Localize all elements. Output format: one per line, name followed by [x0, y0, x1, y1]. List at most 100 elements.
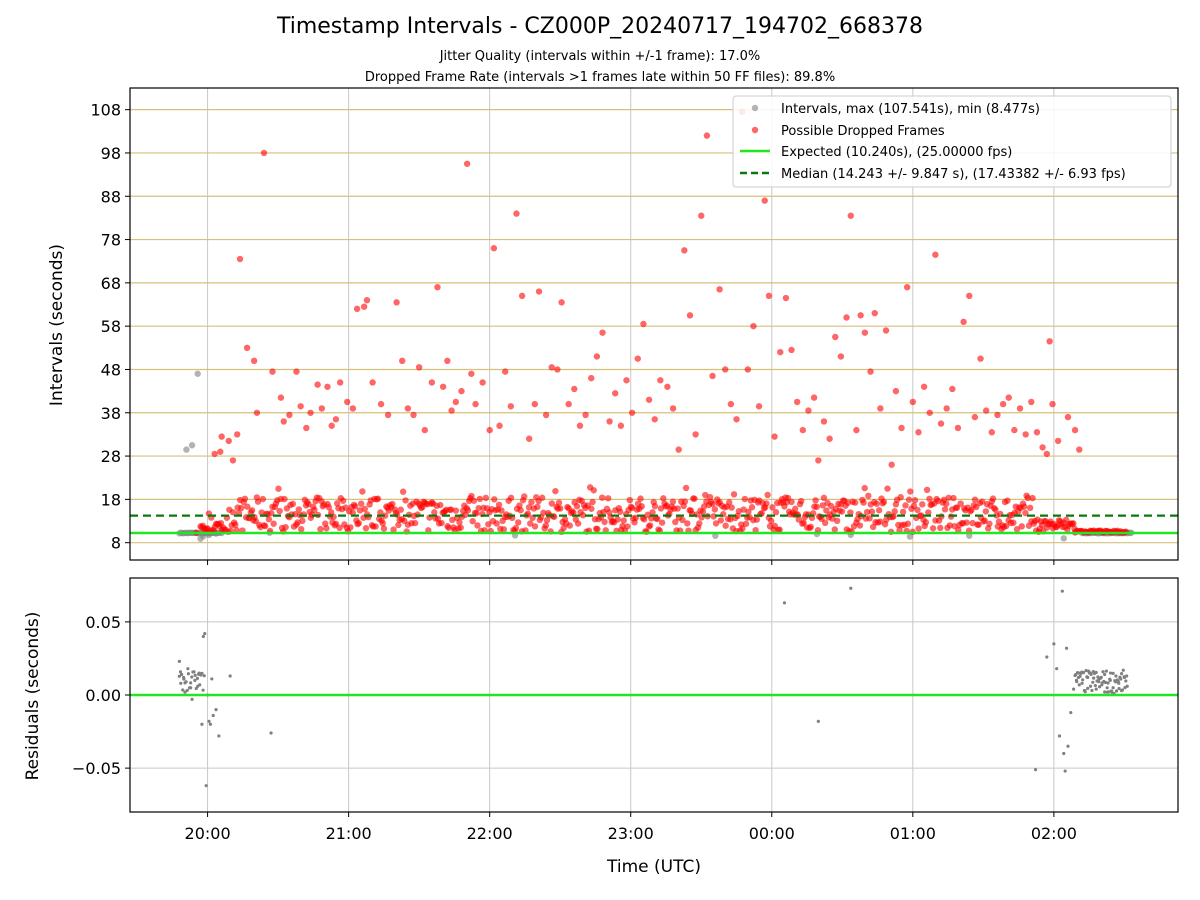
dropped-frame-point [1010, 519, 1017, 526]
residual-point [190, 697, 194, 701]
dropped-frame-point [359, 488, 366, 495]
legend-marker-dropped [751, 126, 759, 134]
residual-point [202, 674, 206, 678]
residual-point [214, 708, 218, 712]
dropped-frame-point [975, 521, 982, 528]
dropped-frame-point [318, 405, 326, 412]
dropped-frame-point [277, 394, 285, 401]
dropped-frame-point [626, 496, 633, 504]
residual-point [1097, 685, 1102, 689]
dropped-frame-point [307, 409, 314, 416]
dropped-frame-point [815, 457, 822, 464]
residual-point [1069, 710, 1073, 715]
dropped-frame-point [458, 387, 465, 395]
dropped-frame-point [1022, 431, 1029, 438]
dropped-frame-point [305, 500, 312, 508]
dropped-frame-point [299, 517, 306, 525]
intervals-series [176, 108, 1135, 542]
dropped-frame-point [897, 494, 904, 501]
dropped-frame-point [594, 525, 601, 533]
dropped-frame-point [527, 520, 534, 527]
residual-point [816, 719, 820, 723]
dropped-frame-point [696, 520, 703, 527]
dropped-frame-point [638, 503, 645, 510]
residual-point [1119, 677, 1123, 681]
residual-point [1111, 671, 1115, 675]
dropped-frame-point [812, 497, 819, 504]
residual-point [782, 601, 787, 605]
residual-point [178, 670, 183, 674]
dropped-frame-point [903, 283, 911, 291]
residual-point [1125, 674, 1129, 678]
residual-point [1122, 675, 1126, 679]
dropped-frame-point [726, 499, 733, 506]
residual-point [1116, 679, 1120, 683]
residual-point [1114, 674, 1118, 678]
dropped-frame-point [1026, 504, 1034, 512]
residual-point [1084, 669, 1088, 673]
dropped-frame-point [742, 520, 750, 528]
dropped-frame-point [675, 446, 682, 453]
dropped-frame-point [356, 507, 364, 514]
dropped-frame-point [317, 525, 324, 533]
dropped-frame-point [314, 381, 321, 388]
residual-point [1062, 751, 1066, 756]
dropped-frame-point [919, 501, 926, 508]
dropped-frame-point [447, 506, 455, 513]
dropped-frame-point [865, 492, 872, 500]
dropped-frame-point [1029, 494, 1036, 502]
dropped-frame-point [691, 495, 698, 502]
dropped-frame-point [253, 409, 261, 416]
dropped-frame-point [769, 504, 776, 511]
dropped-frame-point [782, 294, 790, 302]
residual-point [228, 674, 232, 678]
residual-point [180, 672, 184, 677]
dropped-frame-point [986, 520, 993, 527]
intervals-reference-lines [130, 514, 1178, 535]
legend-frame [732, 95, 1172, 188]
dropped-frame-point [692, 431, 699, 438]
dropped-frame-point [469, 517, 476, 525]
dropped-frame-point [867, 368, 874, 375]
residuals-series [177, 586, 1129, 788]
dropped-frame-point [470, 497, 478, 504]
residual-point [1072, 687, 1076, 691]
dropped-frame-point [601, 518, 608, 526]
dropped-frame-point [739, 525, 746, 532]
dropped-frame-point [217, 448, 224, 455]
dropped-frame-point [275, 485, 282, 492]
dropped-frame-point [363, 296, 371, 304]
residual-point [1120, 688, 1125, 692]
dropped-frame-point [229, 457, 237, 464]
dropped-frame-point [295, 506, 303, 513]
dropped-frame-point [915, 429, 922, 436]
residual-point [193, 673, 197, 677]
dropped-frame-point [238, 504, 245, 512]
dropped-frame-point [513, 210, 520, 217]
dropped-frame-point [763, 500, 770, 507]
interval-point [188, 442, 196, 449]
dropped-frame-point [1013, 526, 1021, 533]
dropped-frame-point [863, 508, 871, 516]
dropped-frame-point [1070, 520, 1077, 527]
residuals-plot: 0.05 0.00 −0.05 20:00 21:00 22:00 23:00 00:00 01… [23, 577, 1179, 877]
dropped-frame-point [945, 494, 952, 501]
dropped-frame-point [892, 387, 900, 395]
intervals-y-tick-label: 38 [101, 404, 121, 423]
dropped-frame-point [456, 519, 463, 526]
dropped-frame-point [616, 508, 624, 515]
residual-point [269, 731, 273, 735]
residual-point [1114, 689, 1119, 693]
dropped-frame-point [926, 409, 933, 416]
dropped-frame-point [570, 509, 577, 516]
dropped-frame-point [457, 524, 464, 531]
dropped-frame-point [236, 255, 244, 263]
residual-point [182, 677, 186, 681]
intervals-y-tick-label: 108 [90, 101, 121, 120]
dropped-frame-point [399, 488, 407, 495]
dropped-frame-point [821, 519, 829, 527]
dropped-frame-point [628, 409, 636, 416]
dropped-frame-point [761, 197, 768, 204]
dropped-frame-point [344, 398, 351, 406]
residual-point [1057, 734, 1062, 738]
